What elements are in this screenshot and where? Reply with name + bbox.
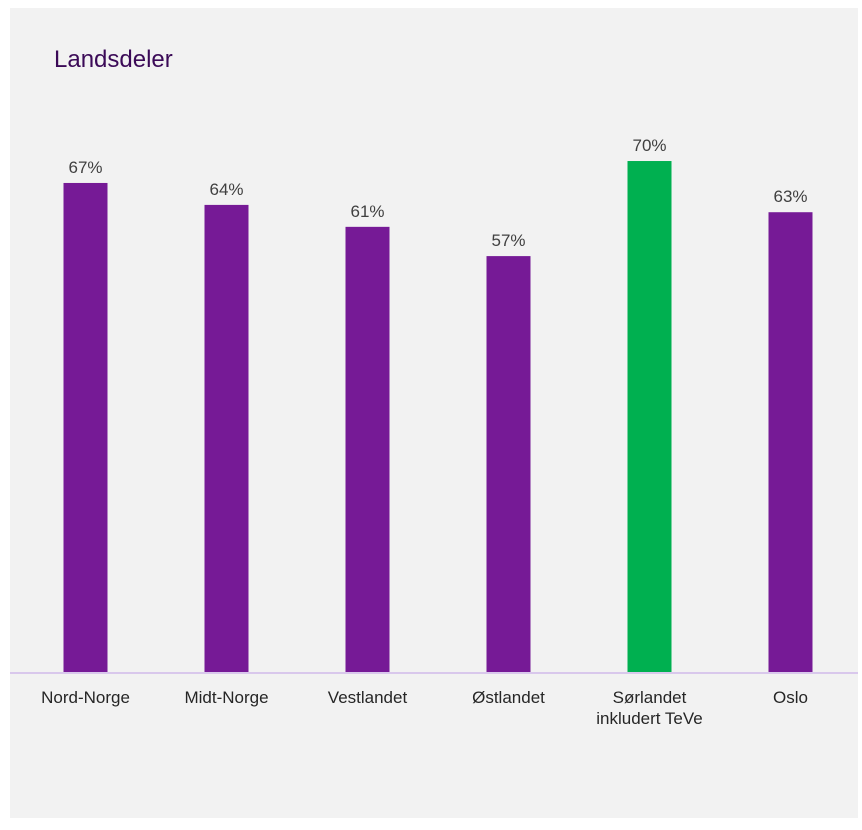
category-label-4-line-1: inkludert TeVe xyxy=(596,709,702,728)
data-label-2: 61% xyxy=(350,202,384,221)
bar-5 xyxy=(769,212,813,673)
category-label-2: Vestlandet xyxy=(328,688,408,707)
category-label-4-line-0: Sørlandet xyxy=(613,688,687,707)
data-label-3: 57% xyxy=(491,231,525,250)
bar-0 xyxy=(64,183,108,673)
category-label-3: Østlandet xyxy=(472,688,545,707)
bar-1 xyxy=(205,205,249,673)
category-label-1: Midt-Norge xyxy=(184,688,268,707)
bar-chart: 67% Nord-Norge 64% Midt-Norge 61% Vestlandet 5… xyxy=(10,8,858,818)
data-label-4: 70% xyxy=(632,136,666,155)
data-label-5: 63% xyxy=(773,187,807,206)
data-label-1: 64% xyxy=(209,180,243,199)
chart-card: Landsdeler 67% Nord-Norge 64% Midt-Norge 61%… xyxy=(10,8,858,818)
category-label-5: Oslo xyxy=(773,688,808,707)
bar-4 xyxy=(628,161,672,673)
bar-3 xyxy=(487,256,531,673)
category-label-0: Nord-Norge xyxy=(41,688,130,707)
data-label-0: 67% xyxy=(68,158,102,177)
bar-2 xyxy=(346,227,390,673)
